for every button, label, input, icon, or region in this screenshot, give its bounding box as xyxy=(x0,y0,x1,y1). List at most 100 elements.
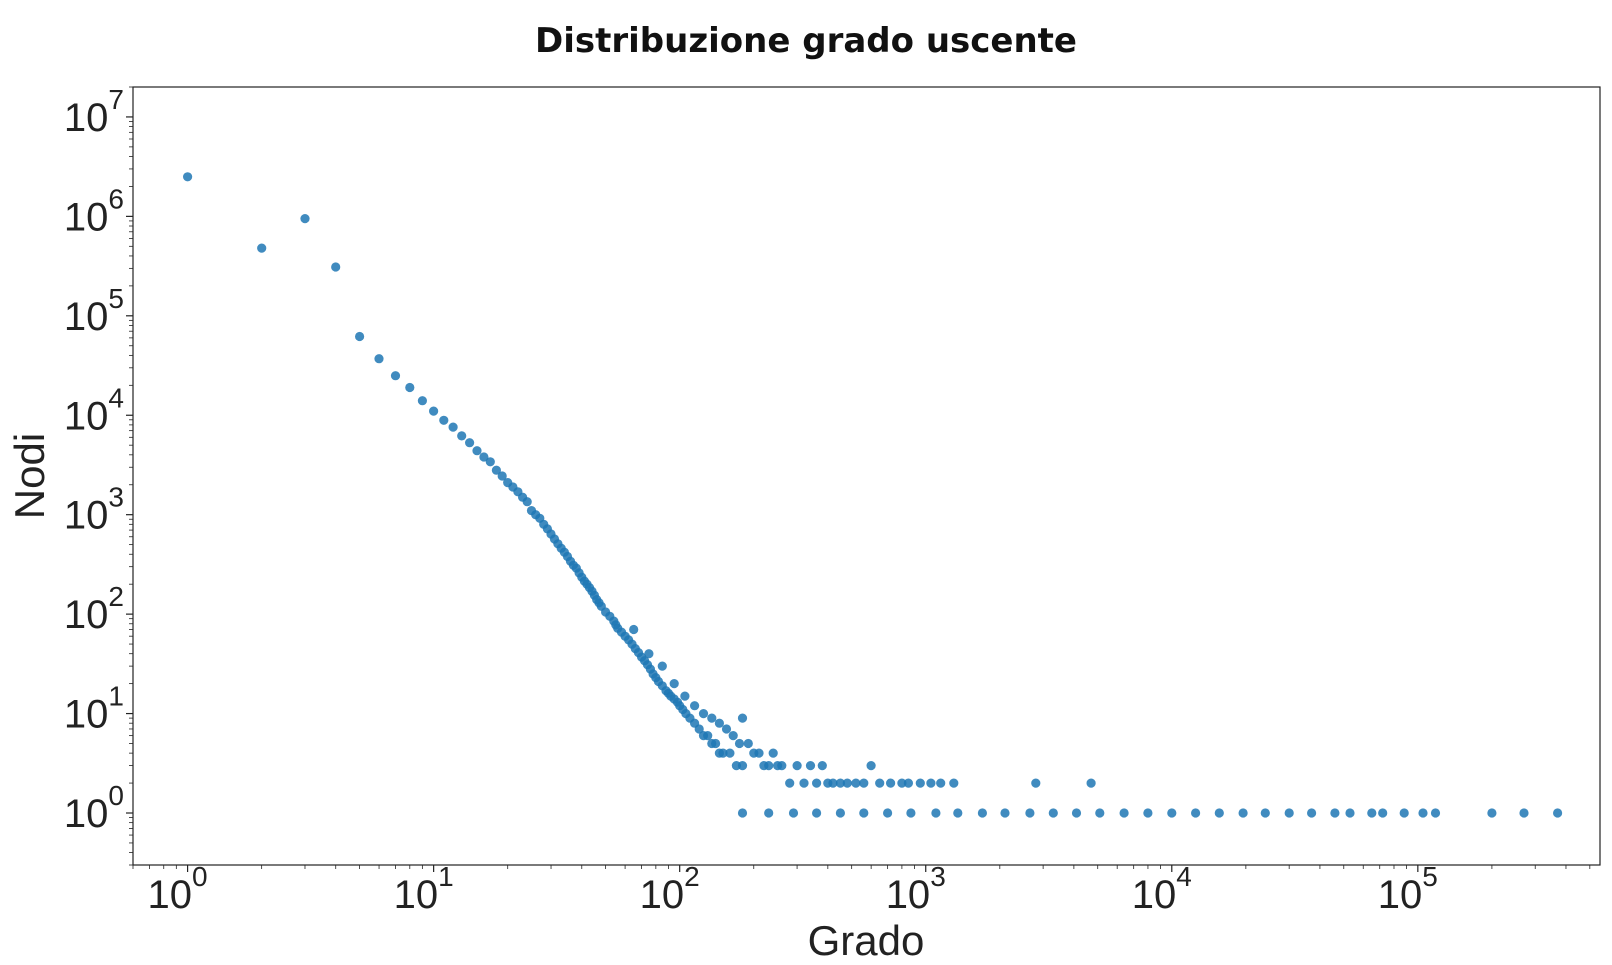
x-tick-label: 101 xyxy=(394,861,454,917)
data-point xyxy=(812,778,822,788)
data-point xyxy=(1000,808,1010,818)
data-point xyxy=(906,808,916,818)
data-point xyxy=(1330,808,1340,818)
data-point xyxy=(835,778,846,788)
data-point xyxy=(485,457,495,467)
data-point xyxy=(931,808,941,818)
data-point xyxy=(1260,808,1270,818)
y-tick-label: 105 xyxy=(64,283,124,339)
data-point xyxy=(851,778,861,788)
x-tick-label: 100 xyxy=(148,861,208,917)
y-tick-label: 100 xyxy=(64,780,124,836)
data-point xyxy=(805,761,816,771)
data-point xyxy=(1071,808,1082,818)
data-point xyxy=(812,808,822,818)
data-point xyxy=(842,778,852,788)
data-point xyxy=(644,649,654,659)
data-point xyxy=(785,778,795,788)
data-point xyxy=(1095,808,1105,818)
data-point xyxy=(694,724,704,734)
data-point xyxy=(472,446,482,456)
data-point xyxy=(866,761,876,771)
data-point xyxy=(1238,808,1248,818)
data-point xyxy=(792,761,802,771)
data-point xyxy=(926,778,936,788)
data-point xyxy=(1048,808,1058,818)
data-point xyxy=(1430,808,1441,818)
y-tick-label: 104 xyxy=(64,382,124,438)
data-point xyxy=(883,808,893,818)
data-point xyxy=(707,713,717,723)
data-point xyxy=(777,761,787,771)
data-point xyxy=(728,731,738,741)
data-point xyxy=(491,465,501,475)
data-point xyxy=(1214,808,1224,818)
x-axis-ticks: 100 101 102 103 104 105 xyxy=(132,861,1591,917)
data-point xyxy=(497,471,507,481)
data-point xyxy=(448,422,458,432)
data-point xyxy=(657,661,667,671)
x-tick-label: 104 xyxy=(1132,861,1192,917)
data-point xyxy=(1378,808,1388,818)
data-point xyxy=(1025,808,1035,818)
data-point xyxy=(1307,808,1317,818)
x-tick-label: 102 xyxy=(640,861,700,917)
data-point xyxy=(457,431,467,441)
data-point xyxy=(725,748,735,758)
data-point xyxy=(949,778,959,788)
data-point xyxy=(799,778,809,788)
data-point xyxy=(1367,808,1377,818)
y-tick-label: 102 xyxy=(64,581,124,637)
data-point xyxy=(721,724,732,734)
data-point xyxy=(374,354,384,364)
data-point xyxy=(835,808,846,818)
x-tick-label: 103 xyxy=(886,861,946,917)
data-point xyxy=(768,748,778,758)
data-point xyxy=(429,406,439,416)
data-point xyxy=(737,761,748,771)
data-point xyxy=(1031,778,1041,788)
data-point xyxy=(1167,808,1177,818)
data-point xyxy=(788,808,799,818)
data-point xyxy=(817,761,827,771)
data-point xyxy=(1086,778,1096,788)
data-point xyxy=(886,778,896,788)
data-point xyxy=(743,738,753,749)
data-point xyxy=(859,808,869,818)
data-point xyxy=(1553,808,1563,818)
plot-frame xyxy=(132,86,1601,866)
data-point xyxy=(897,778,907,788)
data-points xyxy=(183,172,1563,818)
data-point xyxy=(479,452,489,462)
data-point xyxy=(1119,808,1129,818)
data-point xyxy=(1191,808,1201,818)
data-point xyxy=(1399,808,1409,818)
y-tick-label: 103 xyxy=(64,482,124,538)
data-point xyxy=(714,718,725,728)
y-tick-label: 101 xyxy=(64,681,124,737)
data-point xyxy=(875,778,885,788)
data-point xyxy=(737,808,748,818)
data-point xyxy=(977,808,988,818)
data-point xyxy=(629,624,639,635)
data-point xyxy=(1487,808,1497,818)
data-point xyxy=(417,396,427,406)
data-point xyxy=(828,778,838,788)
data-point xyxy=(439,415,449,425)
y-axis-ticks: 100 101 102 103 104 105 106 107 xyxy=(64,84,133,866)
data-point xyxy=(331,262,341,272)
data-point xyxy=(390,371,401,381)
data-point xyxy=(764,761,774,771)
data-point xyxy=(690,701,700,711)
data-point xyxy=(936,778,946,788)
data-point xyxy=(1143,808,1153,818)
data-point xyxy=(734,738,745,749)
data-point xyxy=(859,778,869,788)
data-point xyxy=(1519,808,1529,818)
data-point xyxy=(903,778,914,788)
x-axis-label: Grado xyxy=(808,917,925,964)
data-point xyxy=(718,748,728,758)
data-point xyxy=(1418,808,1428,818)
data-point xyxy=(953,808,963,818)
